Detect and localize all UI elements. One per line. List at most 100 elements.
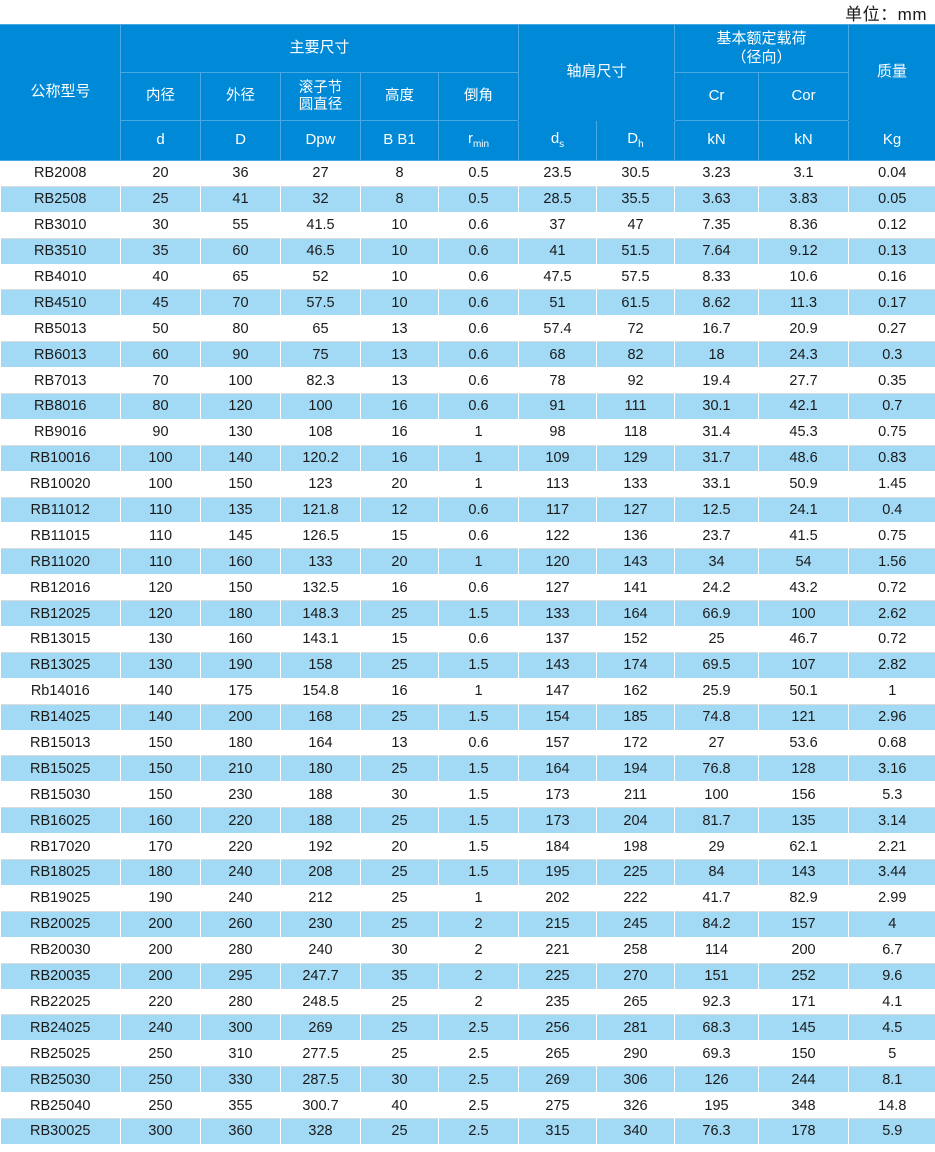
cell-value: 0.4 [848,497,935,523]
cell-value: 200 [200,704,281,731]
cell-model: RB8016 [0,393,121,420]
cell-value: 195 [518,859,597,886]
cell-value: 175 [200,678,281,705]
table-row: RB30025 300 360 328 25 2.5 315 340 76.3 178 5.9 [0,1118,935,1145]
header-model: 公称型号 [0,24,121,161]
header-group-basic-load: 基本额定载荷 （径向） [674,24,850,73]
cell-model: RB25025 [0,1040,121,1067]
cell-value: 0.75 [848,419,935,446]
cell-value: 1.5 [438,833,519,860]
cell-value: 120 [120,600,201,627]
header-roller-pitch-diameter-cn: 滚子节 圆直径 [280,72,361,121]
cell-value: 80 [120,393,201,420]
cell-value: 5 [848,1040,935,1067]
cell-value: 143 [758,859,850,886]
cell-value: 1 [438,548,519,575]
cell-value: 180 [200,730,281,756]
cell-value: 57.4 [518,315,597,342]
table-row: RB25040 250 355 300.7 40 2.5 275 326 195 348 14.8 [0,1092,935,1119]
table-row: RB20030 200 280 240 30 2 221 258 114 200 6.7 [0,937,935,964]
cell-value: 16.7 [674,315,760,342]
cell-value: 92.3 [674,989,760,1015]
header-sym-dh: Dh [595,120,676,161]
cell-value: 25.9 [674,678,760,705]
cell-value: 200 [120,937,201,964]
cell-model: RB10016 [0,445,121,472]
cell-value: 3.16 [848,755,935,782]
cell-value: 200 [758,937,850,964]
cell-model: RB9016 [0,419,121,446]
cell-value: 0.6 [438,212,519,239]
cell-value: 13 [360,341,439,368]
cell-value: 19.4 [674,367,760,394]
cell-value: 16 [360,678,439,705]
cell-value: 107 [758,652,850,679]
cell-value: 2.99 [848,885,935,912]
table-row: RB18025 180 240 208 25 1.5 195 225 84 143 3.44 [0,859,935,886]
cell-value: 43.2 [758,574,850,601]
cell-value: 118 [595,419,676,446]
cell-value: 20 [360,548,439,575]
cell-value: 1.56 [848,548,935,575]
cell-model: RB13015 [0,626,121,653]
cell-value: 162 [595,678,676,705]
cell-value: 25 [360,600,439,627]
cell-value: 188 [280,807,361,834]
cell-model: RB11015 [0,522,121,549]
cell-value: 220 [200,833,281,860]
table-row: RB22025 220 280 248.5 25 2 235 265 92.3 171 4.1 [0,989,935,1015]
cell-model: RB15030 [0,781,121,808]
cell-value: 269 [280,1014,361,1041]
table-row: Rb14016 140 175 154.8 16 1 147 162 25.9 50.1 1 [0,678,935,705]
cell-model: RB2508 [0,186,121,213]
cell-model: RB3010 [0,212,121,239]
header-cor-unit: kN [758,120,850,161]
cell-value: 281 [595,1014,676,1041]
cell-value: 13 [360,315,439,342]
header-basic-load-line2: （径向） [731,48,792,66]
cell-value: 1.5 [438,704,519,731]
cell-value: 36 [200,160,281,187]
cell-value: 8 [360,186,439,213]
cell-value: 70 [120,367,201,394]
cell-value: 122 [518,522,597,549]
cell-value: 81.7 [674,807,760,834]
cell-value: 145 [200,522,281,549]
cell-value: 5.9 [848,1118,935,1145]
cell-value: 117 [518,497,597,523]
cell-value: 121 [758,704,850,731]
table-row: RB3510 35 60 46.5 10 0.6 41 51.5 7.64 9.12 0.13 [0,238,935,265]
cell-value: 0.13 [848,238,935,265]
cell-model: RB3510 [0,238,121,265]
cell-value: 0.6 [438,393,519,420]
cell-value: 7.64 [674,238,760,265]
cell-value: 100 [758,600,850,627]
cell-value: 150 [120,730,201,756]
cell-value: 250 [120,1040,201,1067]
cell-value: 29 [674,833,760,860]
table-row: RB20035 200 295 247.7 35 2 225 270 151 252 9.6 [0,963,935,989]
cell-value: 248.5 [280,989,361,1015]
cell-value: 92 [595,367,676,394]
cell-value: 133 [595,471,676,498]
cell-value: 160 [120,807,201,834]
cell-value: 2.96 [848,704,935,731]
cell-value: 46.7 [758,626,850,653]
cell-value: 256 [518,1014,597,1041]
cell-value: 0.72 [848,626,935,653]
table-row: RB12025 120 180 148.3 25 1.5 133 164 66.9 100 2.62 [0,600,935,627]
cell-value: 133 [518,600,597,627]
cell-value: 150 [200,471,281,498]
cell-value: 137 [518,626,597,653]
table-row: RB13015 130 160 143.1 15 0.6 137 152 25 46.7 0.72 [0,626,935,653]
cell-value: 30 [360,781,439,808]
table-row: RB25025 250 310 277.5 25 2.5 265 290 69.3 150 5 [0,1040,935,1067]
cell-value: 0.68 [848,730,935,756]
cell-value: 180 [120,859,201,886]
cell-value: 3.63 [674,186,760,213]
cell-value: 136 [595,522,676,549]
cell-value: 150 [200,574,281,601]
cell-model: RB14025 [0,704,121,731]
cell-value: 315 [518,1118,597,1145]
cell-value: 150 [120,781,201,808]
